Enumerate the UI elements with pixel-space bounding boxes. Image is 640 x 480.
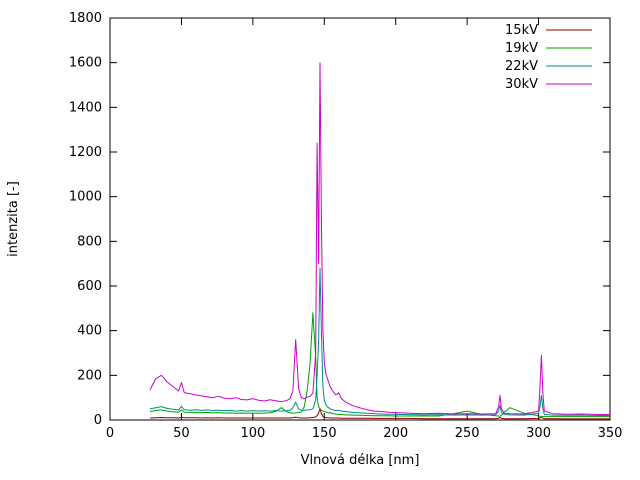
y-tick-label: 1400 xyxy=(69,100,102,115)
x-tick-label: 350 xyxy=(598,426,623,441)
series-line-19kV xyxy=(149,312,610,418)
y-tick-label: 0 xyxy=(94,413,102,428)
x-tick-label: 250 xyxy=(455,426,480,441)
y-tick-label: 200 xyxy=(77,368,102,383)
legend-label-30kV: 30kV xyxy=(505,77,538,92)
x-axis-label: Vlnová délka [nm] xyxy=(301,453,420,468)
series-line-15kV xyxy=(149,407,610,420)
x-tick-label: 50 xyxy=(173,426,190,441)
axis-ticks: 0 50 100 150 200 250 300 350 0 200 400 600 800 1000 12… xyxy=(69,11,623,441)
x-tick-label: 100 xyxy=(240,426,265,441)
series-line-22kV xyxy=(149,267,610,416)
y-tick-label: 800 xyxy=(77,234,102,249)
series-line-30kV xyxy=(149,62,611,416)
y-tick-label: 600 xyxy=(77,279,102,294)
x-tick-label: 0 xyxy=(106,426,114,441)
y-tick-label: 1600 xyxy=(69,56,102,71)
y-tick-label: 1800 xyxy=(69,11,102,26)
y-axis-label: intenzita [-] xyxy=(6,181,21,257)
y-tick-label: 1200 xyxy=(69,145,102,160)
legend-label-19kV: 19kV xyxy=(505,41,538,56)
x-tick-label: 200 xyxy=(383,426,408,441)
legend-label-15kV: 15kV xyxy=(505,23,538,38)
legend-label-22kV: 22kV xyxy=(505,59,538,74)
plot-border xyxy=(109,17,611,421)
legend: 15kV 19kV 22kV 30kV xyxy=(505,23,592,92)
y-tick-label: 1000 xyxy=(69,190,102,205)
x-tick-label: 300 xyxy=(526,426,551,441)
y-tick-label: 400 xyxy=(77,324,102,339)
x-tick-label: 150 xyxy=(312,426,337,441)
series-lines xyxy=(149,62,611,420)
